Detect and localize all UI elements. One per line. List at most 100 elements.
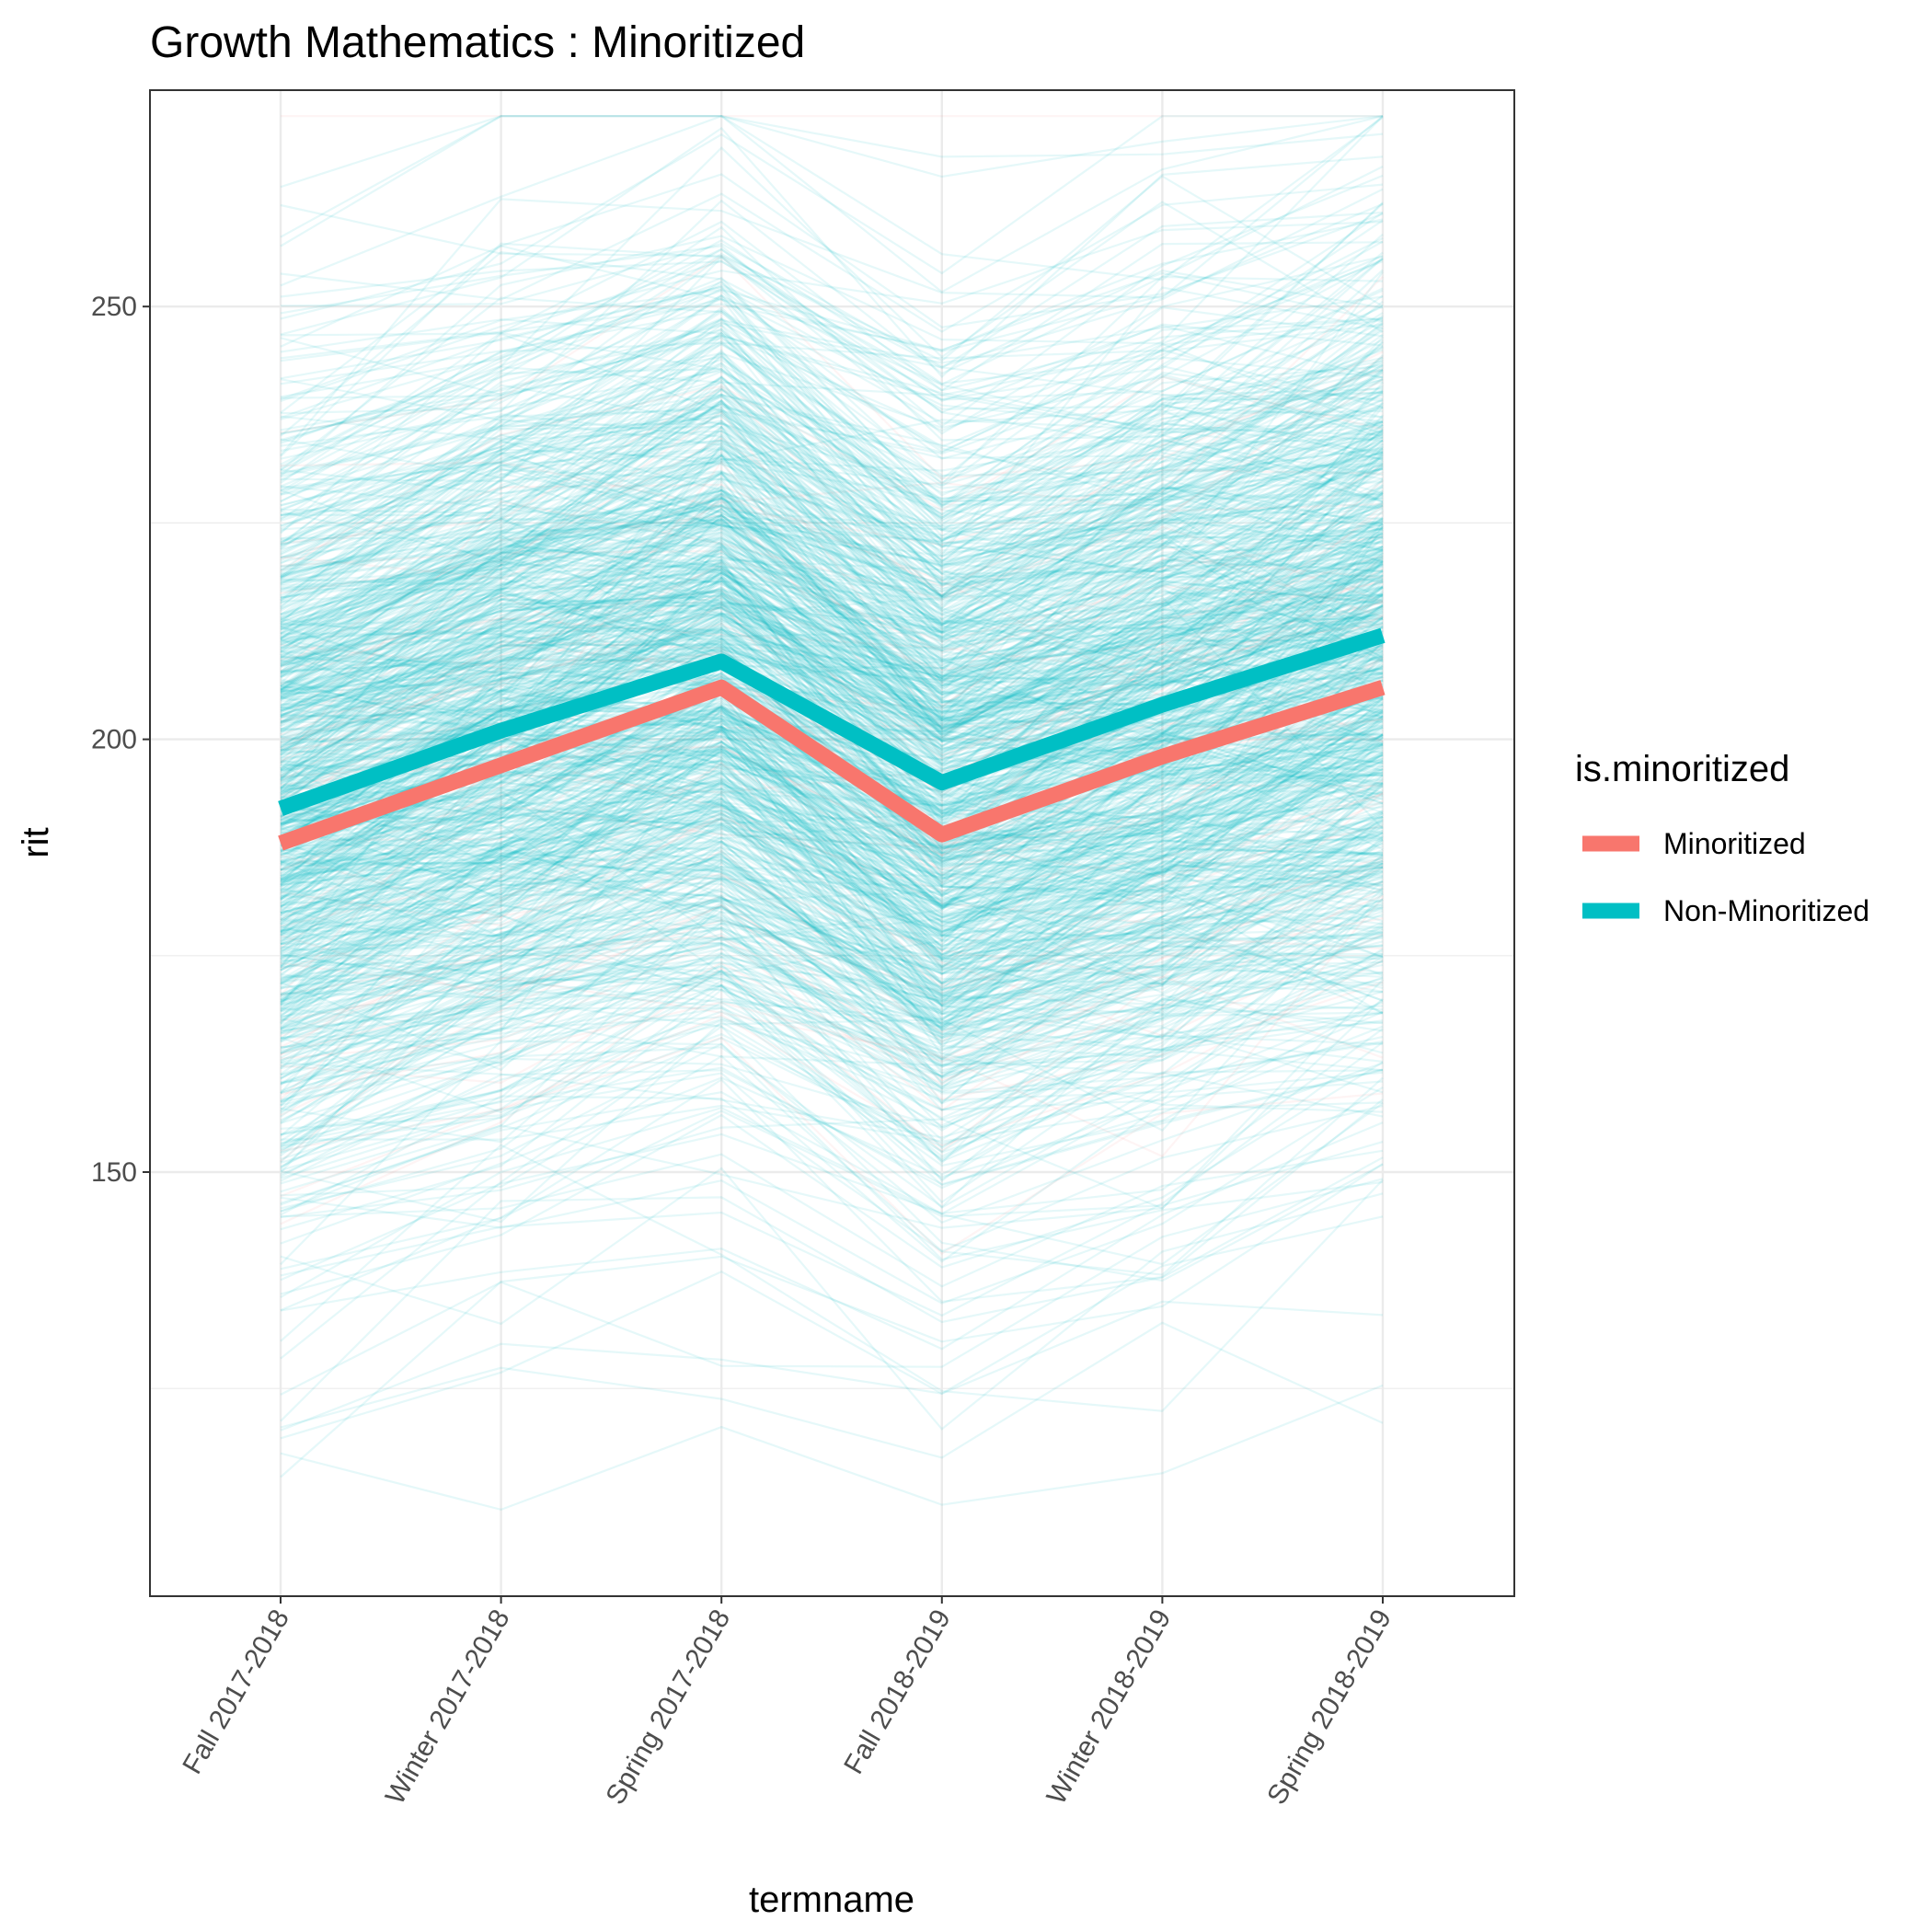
trajectory-line <box>280 369 1384 558</box>
trajectory-line <box>280 832 1384 1013</box>
trajectory-line <box>280 770 1384 900</box>
trajectory-line <box>280 741 1384 910</box>
trajectory-line <box>280 483 1384 651</box>
trajectory-line <box>280 782 1384 898</box>
trajectory-line <box>280 629 1384 799</box>
trajectory-line <box>280 594 1384 815</box>
trajectory-line <box>280 853 1384 1174</box>
trajectory-line <box>280 728 1384 907</box>
trajectory-line <box>280 780 1384 1087</box>
trajectory-line <box>280 445 1384 708</box>
trajectory-line <box>280 903 1384 1117</box>
trajectory-line <box>280 453 1384 759</box>
trajectory-line <box>280 321 1384 507</box>
trajectory-line <box>280 879 1384 1103</box>
trajectory-line <box>280 600 1384 854</box>
trajectory-line <box>280 792 1384 1044</box>
panel-background <box>150 90 1514 1596</box>
trajectory-line <box>280 450 1384 792</box>
trajectory-line <box>280 417 1384 625</box>
trajectory-line <box>280 747 1384 888</box>
trajectory-line <box>280 865 1384 1005</box>
trajectory-line <box>280 685 1384 914</box>
trajectory-line <box>280 543 1384 742</box>
trajectory-line <box>280 960 1384 1052</box>
trajectory-line <box>280 463 1384 690</box>
trajectory-line <box>280 676 1384 900</box>
trajectory-line <box>280 1163 1384 1478</box>
trajectory-line <box>280 784 1384 1033</box>
trajectory-line <box>280 707 1384 885</box>
trajectory-line <box>280 617 1384 886</box>
trajectory-line <box>280 933 1384 1110</box>
trajectory-line <box>280 394 1384 656</box>
trajectory-line <box>280 662 1384 969</box>
trajectory-line <box>280 969 1384 1171</box>
trajectory-line <box>280 902 1384 1136</box>
trajectory-line <box>280 672 1384 884</box>
trajectory-line <box>280 496 1384 707</box>
trajectory-line <box>280 936 1384 1121</box>
trajectory-line <box>280 270 1384 586</box>
trajectory-line <box>280 875 1384 1002</box>
trajectory-line <box>280 549 1384 740</box>
trajectory-line <box>280 750 1384 1025</box>
trajectory-line <box>280 811 1384 1090</box>
trajectory-line <box>280 654 1384 913</box>
trajectory-line <box>280 581 1384 832</box>
trajectory-line <box>280 656 1384 838</box>
trajectory-line <box>280 460 1384 623</box>
trajectory-line <box>280 363 1384 600</box>
trajectory-line <box>280 416 1384 565</box>
trajectory-line <box>280 331 1384 568</box>
trajectory-line <box>280 966 1384 1225</box>
trajectory-line <box>280 503 1384 692</box>
trajectory-line <box>280 701 1384 960</box>
trajectory-line <box>280 571 1384 882</box>
trajectory-line <box>280 821 1384 972</box>
trajectory-line <box>280 539 1384 725</box>
trajectory-line <box>280 295 1384 447</box>
trajectory-line <box>280 255 1384 506</box>
trajectory-line <box>280 745 1384 956</box>
trajectory-line <box>280 597 1384 883</box>
trajectory-line <box>280 521 1384 719</box>
trajectory-line <box>280 813 1384 998</box>
trajectory-line <box>280 1102 1384 1299</box>
trajectory-line <box>280 514 1384 684</box>
trajectory-line <box>280 533 1384 698</box>
trajectory-line <box>280 877 1384 1002</box>
trajectory-line <box>280 309 1384 454</box>
trajectory-line <box>280 540 1384 668</box>
trajectory-line <box>280 797 1384 1105</box>
legend-label: Minoritized <box>1663 827 1806 860</box>
trajectory-line <box>280 813 1384 1072</box>
trajectory-line <box>280 1071 1384 1215</box>
trajectory-line <box>280 639 1384 899</box>
trajectory-line <box>280 921 1384 1124</box>
trajectory-line <box>280 1384 1384 1512</box>
trajectory-line <box>280 955 1384 1114</box>
trajectory-line <box>280 448 1384 666</box>
trajectory-line <box>280 174 1384 428</box>
y-tick-label: 150 <box>91 1157 137 1188</box>
trajectory-line <box>280 524 1384 640</box>
trajectory-line <box>280 955 1384 1185</box>
trajectory-line <box>280 300 1384 561</box>
trajectory-line <box>280 783 1384 926</box>
trajectory-line <box>280 439 1384 737</box>
trajectory-line <box>280 427 1384 674</box>
trajectory-line <box>280 475 1384 696</box>
trajectory-line <box>280 832 1384 946</box>
trajectory-line <box>280 420 1384 599</box>
trajectory-line <box>280 752 1384 1157</box>
trajectory-line <box>280 870 1384 1077</box>
trajectory-line <box>280 803 1384 949</box>
trajectory-line <box>280 523 1384 692</box>
trajectory-line <box>280 1062 1384 1139</box>
y-tick-label: 250 <box>91 292 137 322</box>
trajectory-line <box>280 629 1384 779</box>
trajectory-line <box>280 317 1384 548</box>
trajectory-line <box>280 547 1384 838</box>
trajectory-line <box>280 126 1384 378</box>
